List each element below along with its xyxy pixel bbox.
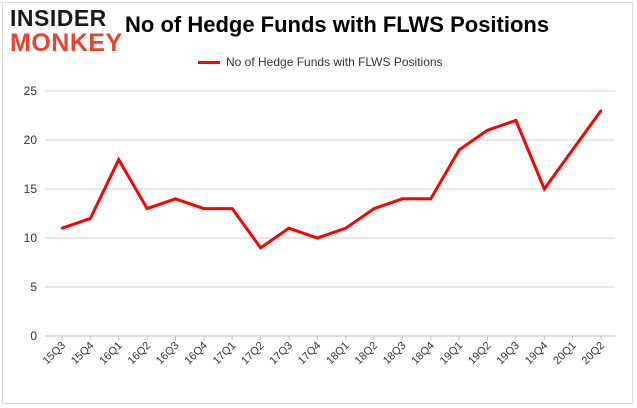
x-tick-label: 18Q2: [353, 340, 381, 368]
data-point: [60, 227, 64, 230]
x-tick-label: 16Q3: [154, 340, 182, 368]
x-tick-label: 18Q3: [381, 340, 409, 368]
x-tick-label: 18Q1: [324, 340, 352, 368]
x-tick-label: 18Q4: [409, 340, 437, 368]
data-point: [514, 119, 518, 122]
data-point: [543, 187, 546, 191]
x-tick-label: 19Q3: [494, 340, 522, 368]
chart-title: No of Hedge Funds with FLWS Positions: [125, 12, 550, 37]
y-tick-label: 5: [30, 280, 37, 294]
x-tick-label: 17Q4: [296, 340, 324, 368]
x-tick-label: 16Q2: [126, 340, 154, 368]
y-tick-label: 0: [30, 329, 37, 343]
legend-swatch: [198, 60, 220, 64]
data-point: [571, 148, 574, 151]
x-tick-label: 17Q2: [239, 340, 267, 368]
data-point: [344, 227, 347, 230]
x-tick-label: 19Q4: [523, 340, 551, 368]
y-tick-label: 10: [24, 231, 38, 245]
data-point: [117, 158, 120, 161]
data-point: [429, 197, 432, 200]
legend-label: No of Hedge Funds with FLWS Positions: [226, 55, 443, 69]
data-point: [486, 129, 489, 132]
x-tick-label: 17Q1: [211, 340, 239, 368]
x-tick-label: 15Q3: [41, 340, 69, 368]
y-tick-label: 15: [24, 182, 38, 196]
data-point: [145, 207, 149, 210]
data-point: [599, 109, 603, 112]
y-tick-label: 25: [24, 84, 38, 98]
logo-line-1: INSIDER: [10, 5, 107, 31]
x-tick-label: 17Q3: [268, 340, 296, 368]
x-tick-label: 15Q4: [69, 340, 97, 368]
series-line: [61, 109, 603, 250]
data-point: [316, 236, 319, 240]
chart-legend: No of Hedge Funds with FLWS Positions: [198, 54, 443, 70]
data-point: [401, 197, 404, 200]
x-tick-label: 19Q1: [438, 340, 466, 368]
insider-monkey-logo: INSIDER MONKEY: [10, 5, 123, 58]
data-point: [457, 148, 461, 151]
data-point: [372, 207, 376, 210]
x-tick-label: 19Q2: [466, 340, 494, 368]
x-tick-label: 16Q1: [97, 340, 125, 368]
data-point: [259, 246, 262, 249]
y-tick-label: 20: [24, 133, 38, 147]
data-point: [89, 217, 92, 220]
logo-line-2: MONKEY: [10, 29, 123, 57]
x-tick-label: 20Q1: [551, 340, 579, 368]
data-point: [174, 197, 177, 200]
x-tick-label: 16Q4: [182, 340, 210, 368]
data-point: [287, 227, 291, 230]
x-tick-label: 20Q2: [580, 340, 608, 368]
data-point: [202, 207, 206, 210]
data-point: [231, 207, 234, 210]
